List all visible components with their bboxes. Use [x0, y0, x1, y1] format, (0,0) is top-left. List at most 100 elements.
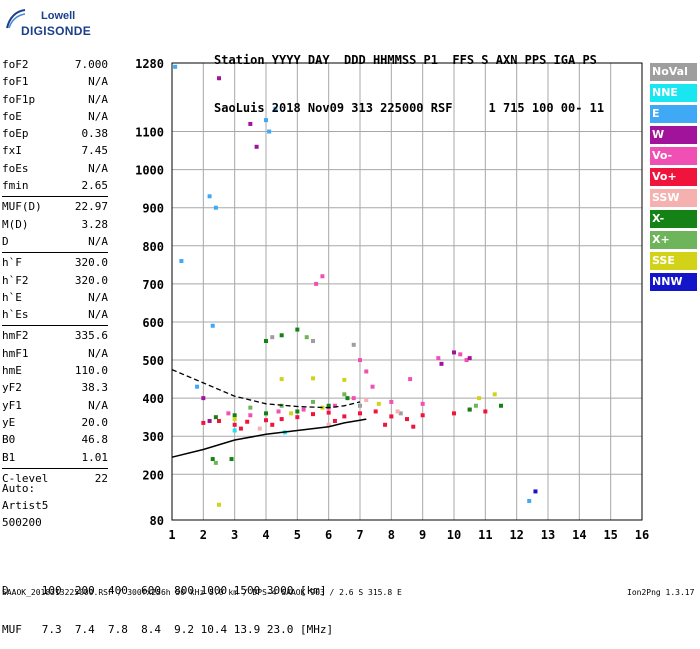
logo-lowell-text: Lowell — [41, 10, 76, 22]
profile-line-solid — [171, 418, 367, 458]
param-row: fmin 2.65 — [2, 177, 108, 194]
y-tick-label: 900 — [142, 202, 164, 216]
echo-point — [342, 377, 347, 382]
echo-point — [264, 339, 268, 344]
echo-point — [245, 419, 250, 424]
echo-point — [389, 399, 394, 404]
x-tick-label: 11 — [478, 528, 492, 542]
y-tick-label: 700 — [142, 278, 164, 292]
param-name: yE — [2, 415, 16, 429]
legend-item: X- — [650, 210, 697, 228]
param-row: yF1 N/A — [2, 397, 108, 414]
echo-point — [295, 409, 300, 414]
param-name: foEs — [2, 161, 29, 175]
y-tick-label: 600 — [142, 316, 164, 330]
echo-point — [232, 428, 237, 433]
echo-point — [326, 422, 331, 427]
param-divider — [2, 325, 108, 327]
y-tick-label: 800 — [142, 240, 164, 254]
param-row: D N/A — [2, 233, 108, 250]
param-divider — [2, 196, 108, 198]
y-tick-label: 1100 — [135, 126, 164, 140]
param-row: hmF1 N/A — [2, 345, 108, 362]
polarization-legend: NoVal NNE E W Vo- Vo+ SSW X- X+ SSE NNW — [650, 63, 697, 294]
param-row: foF1 N/A — [2, 73, 108, 90]
echo-point — [195, 384, 200, 389]
echo-point — [301, 407, 306, 412]
param-name: h`E — [2, 290, 22, 304]
param-row: foE N/A — [2, 108, 108, 125]
param-value: N/A — [88, 234, 108, 248]
echo-point — [210, 457, 215, 462]
param-value: 46.8 — [81, 433, 109, 447]
param-name: fxI — [2, 144, 22, 158]
profile-line-dashed — [171, 369, 361, 409]
echo-point — [351, 342, 356, 347]
echo-point — [483, 409, 488, 414]
param-name: yF1 — [2, 398, 22, 412]
x-tick-label: 7 — [356, 528, 363, 542]
param-row: h`F 320.0 — [2, 254, 108, 271]
echo-point — [270, 335, 275, 340]
echo-point — [439, 361, 444, 366]
param-value: 110.0 — [74, 364, 108, 378]
legend-item: W — [650, 126, 697, 144]
param-name: M(D) — [2, 217, 29, 231]
echo-point — [248, 121, 253, 126]
ionogram-plot: 1 2 3 4 5 6 7 8 9 10 11 12 13 14 15 1680200300400500600… — [135, 57, 649, 542]
x-tick-label: 15 — [603, 528, 617, 542]
echo-point — [173, 64, 178, 69]
param-value: 22 — [94, 471, 108, 485]
echo-point — [201, 420, 206, 425]
echo-point — [217, 418, 221, 423]
y-tick-label: 80 — [150, 514, 164, 528]
legend-item: X+ — [650, 231, 697, 249]
echo-point — [179, 259, 184, 264]
x-tick-label: 13 — [541, 528, 555, 542]
y-tick-label: 500 — [142, 354, 164, 368]
param-value: 3.28 — [81, 217, 109, 231]
echo-point — [213, 205, 218, 210]
echo-point — [201, 396, 206, 401]
param-row: fxI 7.45 — [2, 142, 108, 159]
param-value: N/A — [88, 92, 108, 106]
legend-item: SSW — [650, 189, 697, 207]
echo-point — [370, 384, 375, 389]
echo-point — [332, 418, 337, 423]
echo-point — [213, 460, 218, 465]
echo-point — [264, 118, 268, 123]
param-value: 320.0 — [74, 256, 108, 270]
param-value: N/A — [88, 161, 108, 175]
param-name: foE — [2, 109, 22, 123]
x-tick-label: 3 — [231, 528, 238, 542]
x-tick-label: 5 — [294, 528, 301, 542]
distance-row: D 100 200 400 600 800 1000 1500 3000 [km… — [2, 584, 327, 597]
echo-point — [248, 413, 253, 418]
y-tick-label: 200 — [142, 468, 164, 482]
param-row: foF2 7.000 — [2, 56, 108, 73]
lowell-logo-icon — [6, 9, 26, 29]
param-row: hmE 110.0 — [2, 362, 108, 379]
echo-point — [264, 418, 268, 423]
echo-point — [279, 377, 284, 382]
param-name: foF1 — [2, 75, 29, 89]
echo-point — [332, 403, 337, 408]
param-row: foEs N/A — [2, 160, 108, 177]
x-tick-label: 4 — [262, 528, 269, 542]
header-values: SaoLuis 2018 Nov09 313 225000 RSF 1 715 … — [214, 101, 605, 115]
echo-point — [314, 281, 319, 286]
echo-point — [311, 412, 315, 417]
param-value: 335.6 — [74, 329, 108, 343]
muf-distance-table: D 100 200 400 600 800 1000 1500 3000 [km… — [2, 558, 333, 649]
param-value: 0.38 — [81, 127, 109, 141]
echo-point — [238, 426, 243, 431]
param-row: h`Es N/A — [2, 306, 108, 323]
echo-point — [467, 356, 472, 361]
x-tick-label: 6 — [325, 528, 332, 542]
echo-point — [358, 411, 362, 416]
echo-point — [458, 352, 463, 357]
logo-digisonde-text: DIGISONDE — [21, 24, 92, 38]
param-value: N/A — [88, 109, 108, 123]
echo-point — [405, 417, 409, 422]
echo-point — [276, 409, 281, 414]
